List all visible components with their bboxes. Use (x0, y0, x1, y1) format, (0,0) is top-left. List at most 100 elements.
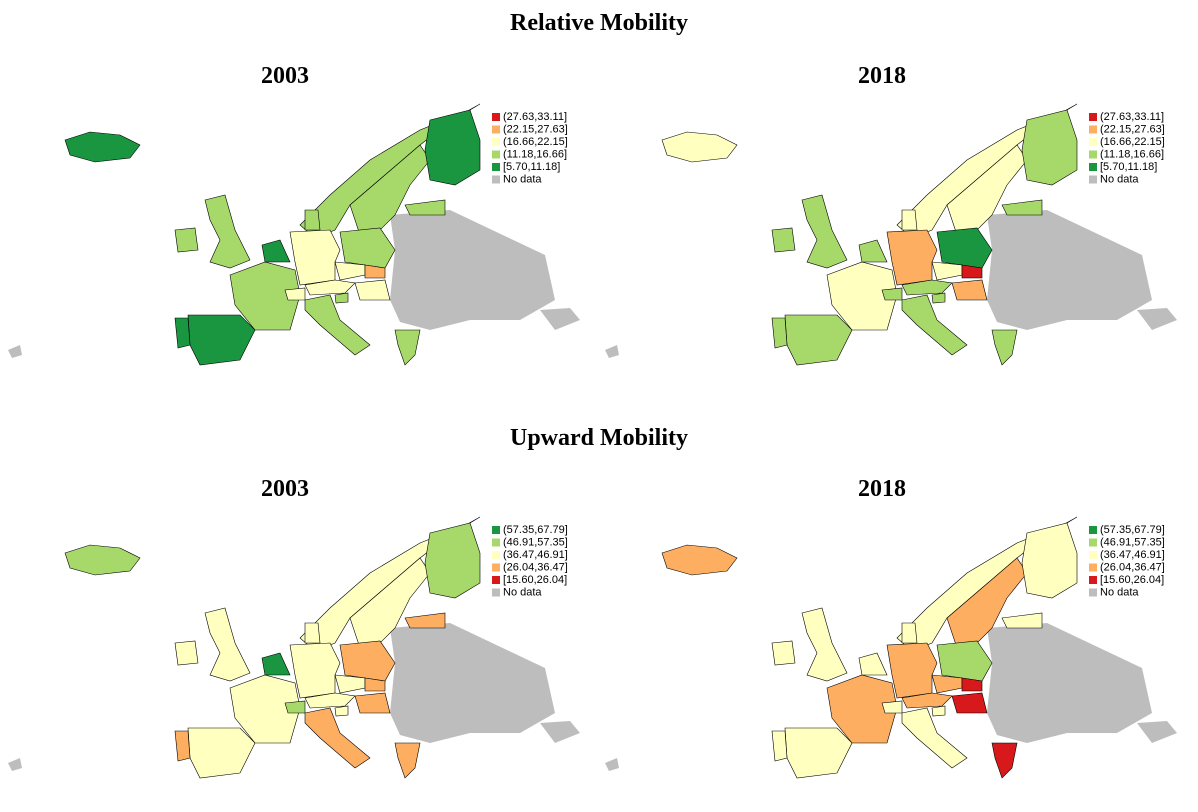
country (354, 692, 391, 714)
no-data-region (1137, 721, 1177, 743)
country (289, 642, 341, 699)
country (784, 727, 853, 779)
country (801, 607, 848, 682)
country (261, 652, 291, 676)
country (961, 677, 983, 692)
country (1001, 612, 1043, 629)
country (261, 239, 291, 263)
country (339, 227, 396, 269)
country (284, 287, 306, 301)
country (771, 730, 788, 762)
country (424, 109, 481, 186)
map (8, 103, 580, 366)
country (334, 674, 366, 694)
legend-label: (36.47,46.91] (1100, 549, 1165, 561)
legend-swatch (492, 551, 500, 559)
country (961, 264, 983, 279)
map (605, 516, 1177, 779)
legend-label: (57.35,67.79] (503, 524, 568, 536)
country (304, 692, 356, 709)
country (951, 279, 988, 301)
country (334, 705, 349, 717)
country (661, 544, 738, 576)
country (951, 692, 988, 714)
country (204, 607, 251, 682)
country (886, 229, 938, 286)
no-data-region (605, 345, 619, 358)
legend-label: (57.35,67.79] (1100, 524, 1165, 536)
country (771, 640, 796, 666)
map-year: 2003 (261, 63, 309, 89)
country (991, 742, 1018, 779)
legend-label: (26.04,36.47] (1100, 561, 1165, 573)
legend-label: (16.66,22.15] (1100, 136, 1165, 148)
country (1021, 109, 1078, 186)
country (901, 279, 953, 296)
legend-swatch (1089, 551, 1097, 559)
country (901, 707, 968, 769)
country (881, 700, 903, 714)
country (64, 131, 141, 163)
country (289, 229, 341, 286)
map-year: 2018 (858, 476, 906, 502)
legend-label: (27.63,33.11] (503, 111, 567, 123)
country (661, 131, 738, 163)
country (931, 261, 963, 281)
legend-label: (46.91,57.35] (503, 536, 568, 548)
legend-swatch (492, 138, 500, 146)
legend-label: (16.66,22.15] (503, 136, 568, 148)
legend-swatch (1089, 113, 1097, 121)
legend-swatch (1089, 588, 1097, 597)
country (304, 279, 356, 296)
legend-label: (46.91,57.35] (1100, 536, 1165, 548)
legend-label: [15.60,26.04] (503, 574, 567, 586)
legend-label: No data (1100, 586, 1139, 598)
no-data-region (987, 623, 1152, 743)
country (204, 194, 251, 269)
country (364, 264, 386, 279)
country (936, 227, 993, 269)
country (229, 674, 301, 744)
legend-swatch (492, 563, 500, 572)
country (901, 294, 968, 356)
country (901, 209, 918, 231)
country (931, 674, 963, 694)
country (304, 707, 371, 769)
legend-label: No data (1100, 173, 1139, 185)
country (931, 705, 946, 717)
country (931, 292, 946, 304)
legend-label: No data (503, 173, 542, 185)
legend-label: (11.18,16.66] (503, 148, 567, 160)
legend-swatch (492, 150, 500, 159)
no-data-region (390, 623, 555, 743)
country (284, 700, 306, 714)
country (404, 612, 446, 629)
legend-swatch (1089, 538, 1097, 547)
section-title: Relative Mobility (510, 10, 688, 36)
country (334, 292, 349, 304)
country (404, 199, 446, 216)
legend-label: (36.47,46.91] (503, 549, 568, 561)
country (771, 227, 796, 253)
no-data-region (987, 210, 1152, 330)
country (354, 279, 391, 301)
no-data-region (1137, 308, 1177, 330)
country (771, 317, 788, 349)
country (229, 261, 301, 331)
legend-swatch (1089, 526, 1097, 534)
map-year: 2018 (858, 63, 906, 89)
map (605, 103, 1177, 366)
legend-swatch (492, 175, 500, 184)
legend-label: [5.70,11.18] (503, 161, 560, 173)
legend-swatch (1089, 163, 1097, 171)
country (339, 640, 396, 682)
country (174, 227, 199, 253)
legend-label: No data (503, 586, 542, 598)
legend-label: (11.18,16.66] (1100, 148, 1164, 160)
country (64, 544, 141, 576)
country (304, 622, 321, 644)
map-year: 2003 (261, 476, 309, 502)
legend-label: (27.63,33.11] (1100, 111, 1164, 123)
country (991, 329, 1018, 366)
